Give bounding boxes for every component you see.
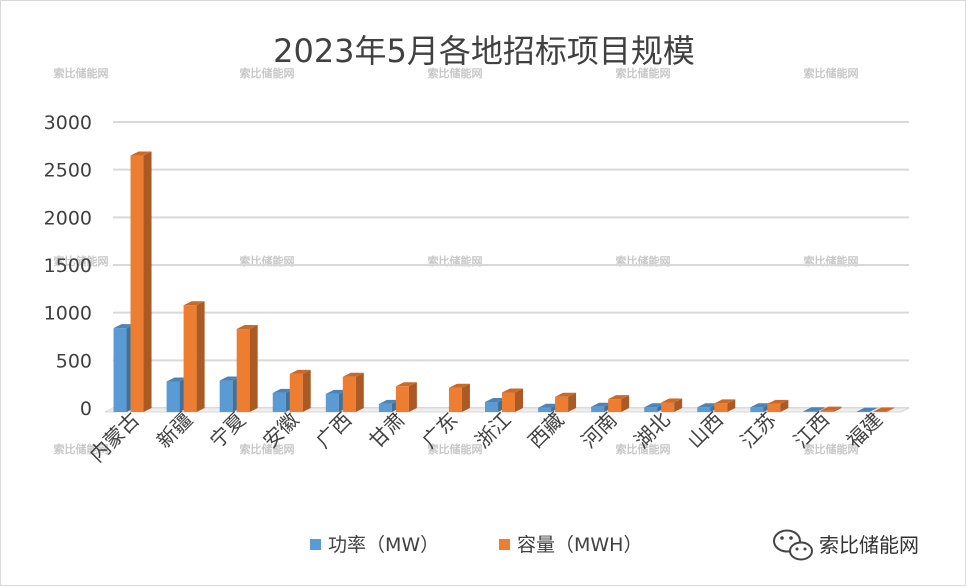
brand-mark: 索比储能网 [774, 531, 919, 560]
legend-label-capacity: 容量（MWH） [517, 534, 642, 556]
wechat-icon [774, 531, 812, 560]
x-category-label: 江苏 [736, 408, 781, 453]
x-category-label: 新疆 [152, 408, 197, 453]
y-tick-label: 1000 [44, 303, 92, 325]
legend-swatch-capacity [499, 539, 510, 550]
y-tick-label: 500 [56, 350, 92, 372]
y-tick-label: 1500 [44, 255, 92, 277]
y-tick-label: 0 [80, 398, 92, 420]
watermark-text: 索比储能网 [804, 66, 859, 80]
bar-capacity [449, 384, 470, 412]
bar-capacity [396, 382, 417, 412]
legend-swatch-power [310, 539, 321, 550]
y-tick-label: 2000 [44, 207, 92, 229]
bar-capacity [237, 325, 258, 412]
gridlines [105, 122, 909, 412]
legend-label-power: 功率（MW） [328, 534, 439, 556]
bar-capacity [131, 152, 152, 412]
x-category-label: 甘肃 [364, 408, 409, 453]
bar-capacity [608, 395, 629, 412]
x-category-label: 西藏 [523, 408, 568, 453]
bars [114, 152, 895, 412]
bar-capacity [343, 373, 364, 412]
x-axis-categories: 内蒙古新疆宁夏安徽广西甘肃广东浙江西藏河南湖北山西江苏江西福建 [85, 408, 887, 467]
x-category-label: 内蒙古 [85, 408, 144, 467]
bar-capacity [555, 393, 576, 412]
bar-capacity [502, 388, 523, 412]
x-category-label: 山西 [683, 408, 728, 453]
bar-capacity [290, 370, 311, 412]
bar-capacity [184, 301, 205, 412]
y-axis-ticks: 0 500 1000 1500 2000 2500 3000 [44, 112, 92, 420]
y-tick-label: 3000 [44, 112, 92, 134]
brand-name: 索比储能网 [819, 533, 919, 557]
x-category-label: 广西 [311, 408, 356, 453]
watermark-text: 索比储能网 [54, 66, 109, 80]
chart-title: 2023年5月各地招标项目规模 [273, 32, 695, 70]
legend: 功率（MW） 容量（MWH） [310, 534, 642, 556]
y-tick-label: 2500 [44, 160, 92, 182]
